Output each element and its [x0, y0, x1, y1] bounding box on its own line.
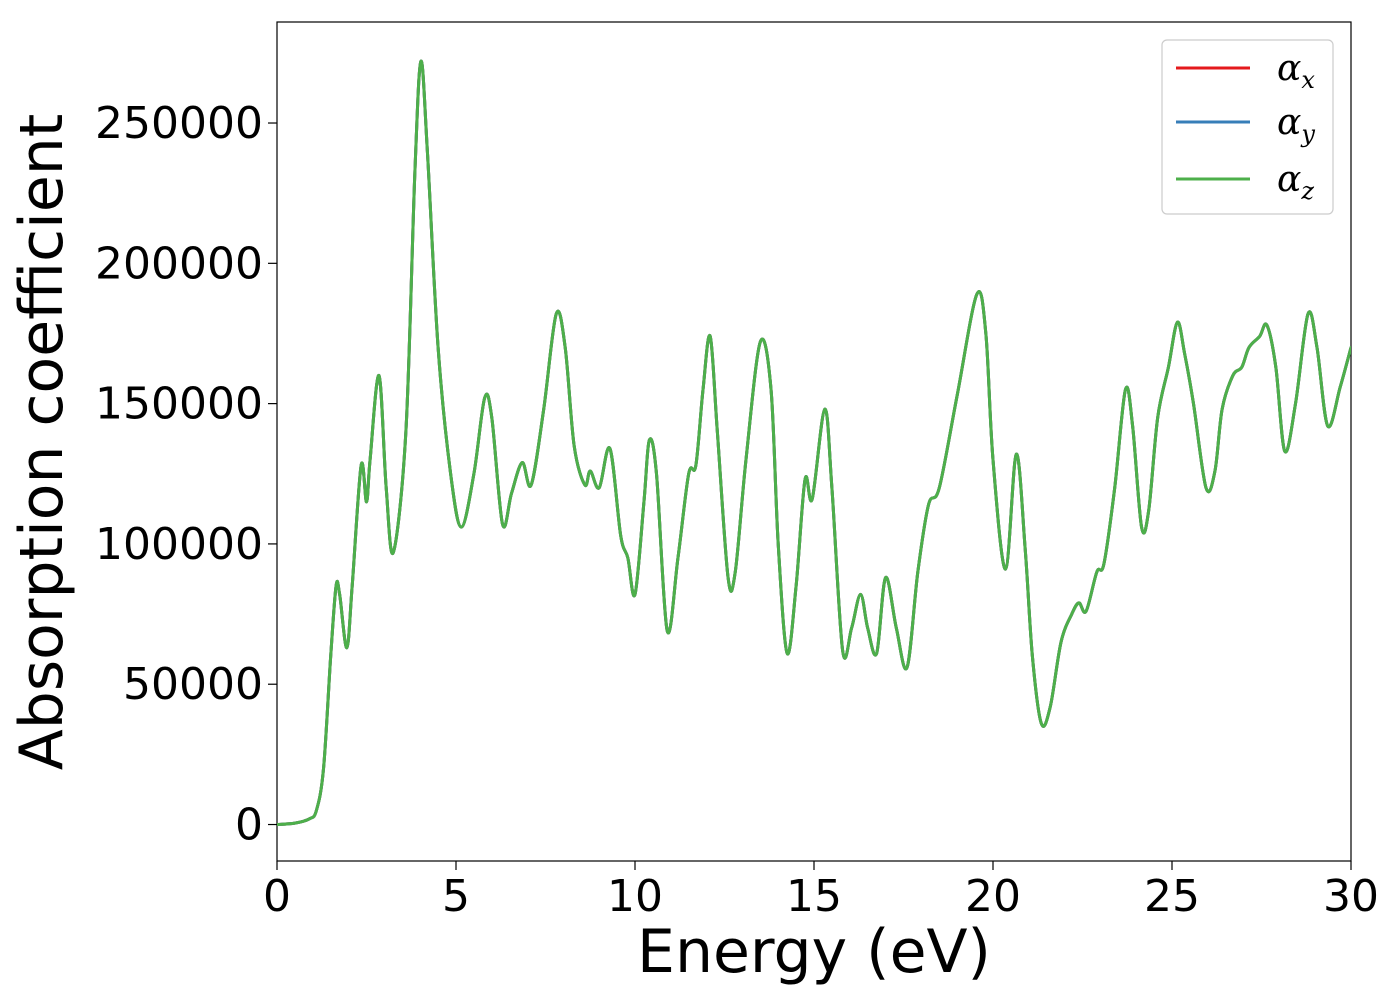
- legend-subscript: z: [1300, 177, 1314, 205]
- x-tick-label: 25: [1144, 871, 1200, 922]
- y-tick-label: 0: [235, 800, 263, 851]
- y-axis-title: Absorption coefficient: [7, 114, 77, 771]
- legend-subscript: y: [1300, 120, 1315, 148]
- x-tick-label: 10: [607, 871, 663, 922]
- x-axis-title: Energy (eV): [637, 917, 991, 987]
- y-tick-label: 150000: [95, 379, 263, 430]
- legend-label: αx: [1277, 48, 1315, 94]
- legend-symbol: α: [1277, 48, 1301, 89]
- legend-label: αy: [1277, 102, 1315, 148]
- legend-symbol: α: [1277, 159, 1301, 200]
- y-axis-ticks: 0 50000 100000 150000 200000 250000: [95, 98, 277, 851]
- series-line-z: [277, 59, 1351, 827]
- y-tick-label: 250000: [95, 98, 263, 149]
- legend-symbol: α: [1277, 102, 1301, 143]
- x-tick-label: 20: [965, 871, 1021, 922]
- legend-frame: [1161, 39, 1334, 215]
- x-tick-label: 30: [1323, 871, 1379, 922]
- y-tick-label: 50000: [123, 659, 263, 710]
- y-tick-label: 100000: [95, 519, 263, 570]
- x-tick-label: 15: [786, 871, 842, 922]
- y-tick-label: 200000: [95, 238, 263, 289]
- x-tick-label: 5: [442, 871, 470, 922]
- x-axis-ticks: 0 5 10 15 20 25 30: [263, 861, 1379, 922]
- x-tick-label: 0: [263, 871, 291, 922]
- legend-subscript: x: [1301, 66, 1315, 94]
- legend-label: αz: [1277, 159, 1314, 205]
- series-layer: [277, 59, 1351, 827]
